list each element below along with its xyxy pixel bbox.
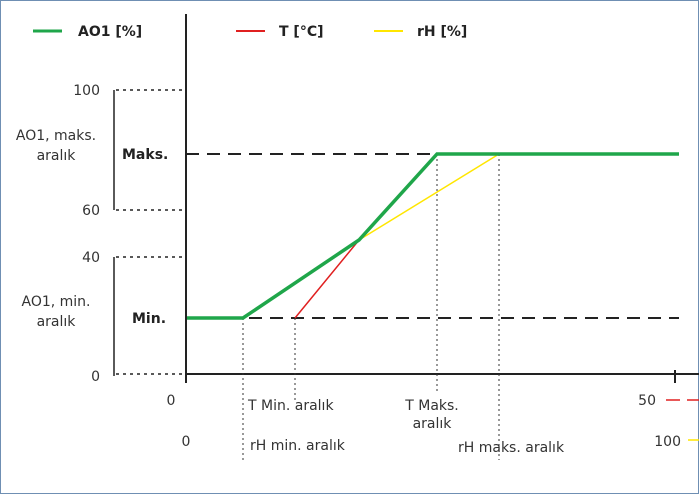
- t-zero-label: 0: [167, 393, 176, 409]
- ao1-max-range-label-line2: aralık: [37, 148, 77, 164]
- legend-rh-label: rH [%]: [417, 24, 467, 40]
- y-tick-40: 40: [82, 250, 100, 266]
- y-tick-guides: [116, 89, 186, 375]
- rh-min-range-label: rH min. aralık: [250, 438, 346, 454]
- y-tick-60: 60: [82, 203, 100, 219]
- legend-t-label: T [°C]: [279, 24, 324, 40]
- rh-hundred-label: 100: [654, 434, 681, 450]
- t-min-range-label: T Min. aralık: [247, 398, 334, 414]
- x-guides: [242, 154, 500, 460]
- max-label: Maks.: [122, 147, 168, 163]
- ao1-max-range-label-line1: AO1, maks.: [16, 128, 96, 144]
- rh-max-range-label: rH maks. aralık: [458, 440, 565, 456]
- rh-curve: [358, 153, 500, 241]
- ao1-curve: [187, 152, 679, 320]
- rh-zero-label: 0: [182, 434, 191, 450]
- ao1-min-range-label-line1: AO1, min.: [21, 294, 90, 310]
- legend-ao1-label: AO1 [%]: [78, 24, 142, 40]
- ao1-min-range-label-line2: aralık: [37, 314, 77, 330]
- t-max-range-label-line1: T Maks.: [404, 398, 459, 414]
- min-label: Min.: [132, 311, 166, 327]
- t-max-range-label-line2: aralık: [413, 416, 453, 432]
- y-tick-100: 100: [73, 83, 100, 99]
- y-tick-0: 0: [91, 369, 100, 385]
- t-fifty-label: 50: [638, 393, 656, 409]
